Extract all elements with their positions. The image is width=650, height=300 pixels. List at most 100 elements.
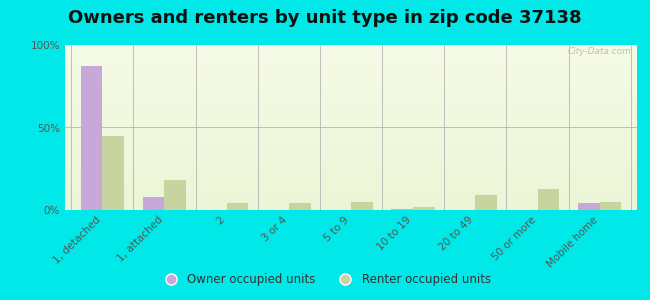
Bar — [538, 188, 559, 210]
Bar — [65, 91, 637, 93]
Bar — [65, 142, 637, 144]
Bar — [65, 197, 637, 199]
Bar — [65, 146, 637, 147]
Bar — [65, 194, 637, 195]
Bar — [65, 137, 637, 139]
Bar — [65, 94, 637, 96]
Bar — [65, 170, 637, 172]
Bar — [65, 56, 637, 58]
Bar — [351, 202, 372, 210]
Bar — [65, 180, 637, 182]
Bar — [65, 187, 637, 188]
Bar — [65, 106, 637, 108]
Bar — [65, 178, 637, 180]
Bar — [65, 200, 637, 202]
Bar — [65, 88, 637, 89]
Bar — [65, 149, 637, 151]
Bar — [65, 99, 637, 101]
Bar — [65, 48, 637, 50]
Bar — [65, 98, 637, 99]
Bar — [65, 101, 637, 103]
Bar — [65, 103, 637, 104]
Bar — [65, 52, 637, 53]
Bar — [164, 180, 187, 210]
Bar — [65, 86, 637, 88]
Bar — [65, 124, 637, 126]
Bar — [65, 50, 637, 52]
Bar — [65, 169, 637, 170]
Bar — [65, 134, 637, 136]
Bar — [65, 108, 637, 109]
Bar — [65, 184, 637, 185]
Bar — [65, 164, 637, 165]
Bar — [65, 192, 637, 194]
Bar — [65, 114, 637, 116]
Bar — [65, 93, 637, 94]
Bar — [65, 165, 637, 167]
Bar — [65, 190, 637, 192]
Bar — [65, 116, 637, 118]
Bar — [65, 65, 637, 66]
Bar — [65, 151, 637, 152]
Bar — [65, 177, 637, 178]
Bar — [65, 63, 637, 65]
Bar — [65, 83, 637, 85]
Legend: Owner occupied units, Renter occupied units: Owner occupied units, Renter occupied un… — [154, 269, 496, 291]
Bar — [65, 126, 637, 128]
Bar — [65, 141, 637, 142]
Bar — [65, 144, 637, 146]
Bar — [65, 182, 637, 184]
Bar — [65, 157, 637, 159]
Bar — [102, 136, 124, 210]
Bar — [65, 205, 637, 207]
Text: Owners and renters by unit type in zip code 37138: Owners and renters by unit type in zip c… — [68, 9, 582, 27]
Bar — [65, 139, 637, 141]
Bar — [65, 208, 637, 210]
Bar — [65, 81, 637, 83]
Bar — [65, 70, 637, 71]
Bar — [65, 55, 637, 56]
Bar — [578, 203, 600, 210]
Bar — [65, 46, 637, 48]
Bar — [65, 122, 637, 124]
Bar — [65, 159, 637, 160]
Bar — [65, 203, 637, 205]
Bar — [65, 155, 637, 157]
Bar — [65, 154, 637, 155]
Bar — [65, 71, 637, 73]
Bar — [65, 147, 637, 149]
Bar — [65, 60, 637, 61]
Bar — [143, 197, 164, 210]
Bar — [65, 195, 637, 197]
Bar — [65, 78, 637, 80]
Text: City-Data.com: City-Data.com — [567, 46, 631, 56]
Bar — [65, 61, 637, 63]
Bar — [65, 89, 637, 91]
Bar — [65, 174, 637, 175]
Bar — [65, 45, 637, 46]
Bar — [65, 119, 637, 121]
Bar — [65, 109, 637, 111]
Bar — [227, 203, 248, 210]
Bar — [65, 172, 637, 174]
Bar — [65, 104, 637, 106]
Bar — [65, 53, 637, 55]
Bar — [65, 131, 637, 132]
Bar — [65, 76, 637, 78]
Bar — [65, 80, 637, 81]
Bar — [65, 207, 637, 208]
Bar — [65, 202, 637, 203]
Bar — [65, 132, 637, 134]
Bar — [65, 58, 637, 60]
Bar — [81, 66, 102, 210]
Bar — [65, 129, 637, 131]
Bar — [65, 111, 637, 112]
Bar — [65, 68, 637, 70]
Bar — [600, 202, 621, 210]
Bar — [65, 96, 637, 98]
Bar — [65, 185, 637, 187]
Bar — [391, 209, 413, 210]
Bar — [65, 188, 637, 190]
Bar — [65, 175, 637, 177]
Bar — [65, 112, 637, 114]
